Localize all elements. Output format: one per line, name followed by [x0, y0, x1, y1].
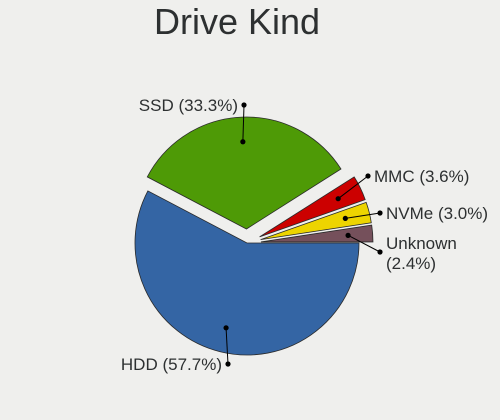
pie-slice-mmc [259, 176, 366, 238]
leader-dot-mmc-start [335, 196, 341, 202]
leader-dot-hdd-start [223, 325, 229, 331]
pie-slices [134, 116, 374, 356]
leader-dot-nvme-end [377, 210, 383, 216]
leader-dot-unknown-start [345, 232, 351, 238]
leader-line-nvme [345, 212, 381, 219]
slice-label-unknown: Unknown (2.4%) [386, 234, 457, 273]
chart-title: Drive Kind [154, 1, 320, 42]
pie-slice-unknown [260, 224, 374, 243]
leader-line-ssd [242, 104, 245, 142]
pie-slice-nvme [260, 201, 372, 240]
leader-line-hdd [225, 327, 229, 365]
pie-slice-ssd [146, 116, 342, 230]
pie-slice-hdd [134, 190, 360, 356]
leader-dot-hdd-end [225, 361, 231, 367]
leader-dot-ssd-start [240, 139, 246, 145]
leader-dot-nvme-start [342, 215, 348, 222]
leader-dot-ssd-end [241, 102, 247, 108]
pie-labels: HDD (57.7%) SSD (33.3%) MMC (3.6%) NVMe (3.… [121, 96, 488, 374]
slice-label-mmc: MMC (3.6%) [374, 167, 469, 186]
leader-line-unknown [347, 234, 381, 253]
slice-label-nvme: NVMe (3.0%) [386, 204, 488, 223]
slice-label-hdd: HDD (57.7%) [121, 355, 222, 374]
leader-line-mmc [337, 175, 369, 200]
slice-label-ssd: SSD (33.3%) [139, 96, 238, 115]
leader-dot-mmc-end [365, 173, 371, 179]
leader-dot-unknown-end [377, 249, 383, 255]
